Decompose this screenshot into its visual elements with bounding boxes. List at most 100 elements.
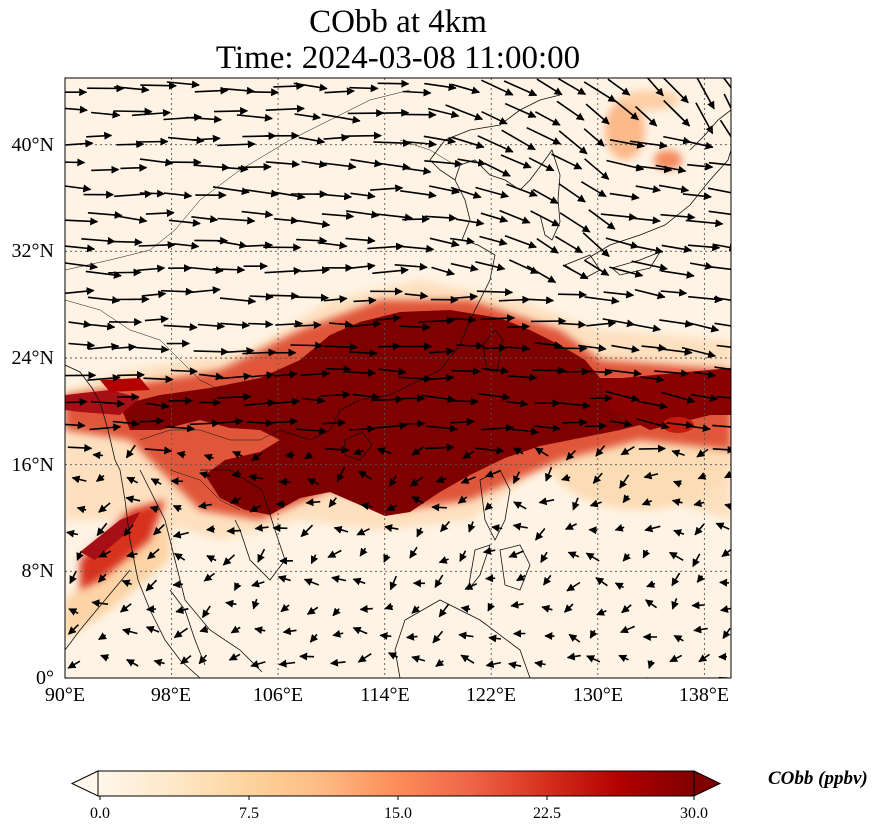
wind-arrow — [357, 653, 372, 663]
wind-arrow — [421, 373, 455, 382]
wind-arrow — [526, 265, 557, 284]
wind-arrow — [86, 131, 113, 140]
wind-arrow — [636, 418, 670, 430]
wind-arrow — [582, 368, 613, 377]
wind-arrow — [220, 86, 255, 95]
wind-arrow — [65, 158, 86, 167]
wind-arrow — [647, 660, 656, 669]
wind-arrow — [503, 80, 538, 97]
wind-arrow — [144, 315, 169, 324]
wind-arrow — [359, 547, 368, 557]
wind-arrow — [687, 243, 721, 252]
wind-arrow — [478, 392, 511, 401]
wind-arrow — [327, 549, 342, 559]
wind-arrow — [646, 580, 656, 588]
wind-arrow — [170, 367, 198, 376]
wind-arrow — [212, 265, 246, 274]
wind-arrow — [172, 530, 189, 539]
wind-arrow — [353, 296, 377, 305]
wind-arrow — [603, 290, 635, 299]
wind-arrow — [65, 184, 92, 193]
wind-arrow — [477, 135, 514, 153]
wind-arrow — [487, 602, 495, 612]
wind-arrow — [580, 181, 607, 198]
wind-arrow — [561, 473, 571, 482]
wind-arrow — [251, 452, 263, 462]
wind-arrow — [479, 235, 508, 246]
wind-arrow — [707, 187, 731, 194]
wind-arrow — [175, 606, 189, 614]
wind-arrow — [578, 344, 607, 353]
wind-arrow — [693, 499, 705, 508]
wind-arrow — [352, 577, 366, 586]
wind-arrow — [605, 390, 640, 403]
wind-arrow — [619, 625, 636, 634]
wind-arrow — [68, 341, 96, 350]
wind-arrow — [360, 502, 373, 510]
wind-arrow — [143, 375, 174, 384]
wind-arrow — [673, 634, 684, 643]
wind-arrow — [723, 93, 731, 110]
wind-arrow — [540, 551, 549, 563]
wind-arrow — [672, 480, 682, 488]
wind-arrow — [231, 470, 242, 478]
wind-arrow — [638, 400, 668, 410]
wind-arrow — [429, 185, 460, 195]
wind-arrow — [475, 261, 506, 272]
wind-arrow — [669, 654, 683, 663]
wind-arrow — [136, 137, 169, 146]
wind-arrow — [225, 599, 237, 608]
wind-arrow — [409, 546, 418, 559]
wind-arrow — [595, 445, 606, 457]
wind-arrow — [689, 261, 714, 270]
wind-arrow — [620, 446, 635, 456]
wind-arrow — [534, 659, 546, 668]
wind-arrow — [687, 321, 720, 333]
wind-arrow — [384, 602, 394, 611]
wind-arrow — [558, 320, 587, 329]
wind-arrow — [315, 192, 353, 201]
wind-arrow — [640, 375, 665, 384]
wind-arrow — [306, 478, 320, 486]
wind-arrow — [325, 445, 350, 454]
wind-arrow — [455, 218, 485, 227]
wind-arrow — [376, 447, 392, 455]
wind-arrow — [348, 262, 376, 271]
wind-arrow — [504, 102, 537, 118]
wind-arrow — [558, 182, 586, 203]
wind-arrow — [274, 370, 298, 379]
wind-arrow — [324, 87, 355, 96]
wind-arrow — [632, 216, 661, 225]
wind-arrow — [273, 82, 305, 91]
wind-arrow — [119, 603, 132, 613]
wind-arrow — [284, 451, 295, 460]
wind-arrow — [641, 498, 653, 506]
wind-arrow — [411, 445, 425, 456]
wind-arrow — [558, 130, 588, 155]
wind-arrow — [673, 529, 685, 537]
wind-arrow — [411, 605, 421, 614]
wind-arrow — [450, 186, 482, 199]
wind-arrow — [592, 472, 603, 484]
wind-arrow — [206, 554, 217, 563]
wind-arrow — [404, 291, 429, 300]
wind-arrow — [693, 370, 717, 379]
wind-arrow — [464, 582, 478, 590]
wind-arrow — [696, 78, 715, 110]
wind-arrow — [627, 322, 661, 333]
wind-arrow — [173, 241, 200, 250]
wind-arrow — [671, 498, 683, 507]
wind-arrow — [222, 554, 236, 566]
wind-arrow — [221, 347, 255, 356]
wind-arrow — [254, 626, 266, 635]
wind-arrow — [145, 209, 175, 218]
wind-arrow — [660, 212, 696, 221]
wind-arrow — [562, 264, 589, 280]
wind-arrow — [65, 105, 88, 114]
lat-tick-24n: 24°N — [11, 347, 54, 369]
wind-arrow — [712, 266, 731, 271]
wind-arrow — [400, 190, 437, 199]
wind-arrow — [457, 495, 468, 504]
wind-arrow — [135, 345, 170, 354]
wind-arrow — [564, 522, 577, 531]
